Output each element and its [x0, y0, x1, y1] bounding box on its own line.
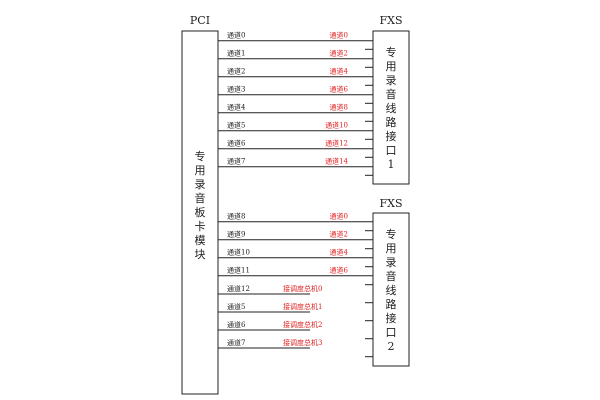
- right-channel-label: 通道0: [330, 31, 348, 40]
- left-channel-label: 通道1: [227, 49, 245, 58]
- pci-box: [181, 30, 219, 395]
- dispatch-label: 接调度总机2: [283, 320, 322, 329]
- fxs1-box-text: 音: [386, 87, 397, 101]
- right-channel-label: 通道12: [325, 139, 348, 148]
- fxs2-box: [372, 212, 410, 367]
- pci-box-text: 音: [195, 191, 206, 205]
- pci-box-text: 块: [195, 248, 206, 261]
- pci-box-text: 用: [195, 164, 206, 177]
- right-channel-label: 通道10: [325, 121, 348, 130]
- fxs1-box-text: 线: [386, 101, 397, 115]
- pci-title: PCI: [190, 14, 210, 27]
- fxs2-box-text: 专: [386, 227, 397, 241]
- fxs2-box-text: 用: [386, 242, 397, 255]
- pci-box-text: 卡: [195, 220, 206, 233]
- fxs1-box: [372, 30, 410, 185]
- fxs1-box-text: 口: [386, 144, 397, 157]
- left-channel-label: 通道8: [227, 212, 245, 221]
- fxs2-box-text: 录: [386, 256, 397, 269]
- right-channel-label: 通道4: [330, 248, 349, 257]
- dispatch-label: 接调度总机3: [283, 338, 322, 347]
- fxs1-box-text: 录: [386, 74, 397, 87]
- fxs2-box-text: 接: [386, 312, 397, 325]
- left-channel-label: 通道10: [227, 248, 250, 257]
- fxs1-box-text: 用: [386, 60, 397, 73]
- dispatch-label: 接调度总机0: [283, 284, 322, 293]
- left-channel-label: 通道12: [227, 284, 250, 293]
- pci-box-text: 模: [195, 234, 206, 247]
- right-channel-label: 通道8: [330, 103, 348, 112]
- left-channel-label: 通道7: [227, 157, 245, 166]
- fxs2-box-text: 音: [386, 269, 397, 283]
- dispatch-label: 接调度总机1: [283, 302, 322, 311]
- pci-box-text: 板: [195, 205, 206, 219]
- fxs1-box-text: 专: [386, 45, 397, 59]
- left-channel-label: 通道5: [227, 302, 245, 311]
- right-channel-label: 通道4: [330, 67, 349, 76]
- right-channel-label: 通道0: [330, 212, 348, 221]
- fxs1-box-text: 1: [388, 158, 395, 171]
- fxs2-box-text: 线: [386, 283, 397, 297]
- pci-box-text: 录: [195, 178, 206, 191]
- fxs2-box-text: 路: [386, 298, 397, 311]
- fxs1-box-text: 路: [386, 116, 397, 129]
- right-channel-label: 通道6: [330, 85, 349, 94]
- right-channel-label: 通道14: [325, 157, 348, 166]
- left-channel-label: 通道7: [227, 338, 245, 347]
- left-channel-label: 通道3: [227, 85, 245, 94]
- fxs1-title: FXS: [380, 14, 403, 27]
- left-channel-label: 通道0: [227, 31, 245, 40]
- left-channel-label: 通道11: [227, 266, 250, 275]
- fxs1-box-text: 接: [386, 130, 397, 143]
- left-channel-label: 通道6: [227, 320, 246, 329]
- fxs2-title: FXS: [380, 197, 403, 210]
- left-channel-label: 通道6: [227, 139, 246, 148]
- left-channel-label: 通道5: [227, 121, 245, 130]
- right-channel-label: 通道6: [330, 266, 349, 275]
- left-channel-label: 通道9: [227, 230, 245, 239]
- left-channel-label: 通道4: [227, 103, 246, 112]
- pci-box-text: 专: [195, 149, 206, 163]
- fxs2-box-text: 口: [386, 326, 397, 339]
- fxs2-box-text: 2: [388, 340, 395, 353]
- right-channel-label: 通道2: [330, 49, 348, 58]
- left-channel-label: 通道2: [227, 67, 245, 76]
- right-channel-label: 通道2: [330, 230, 348, 239]
